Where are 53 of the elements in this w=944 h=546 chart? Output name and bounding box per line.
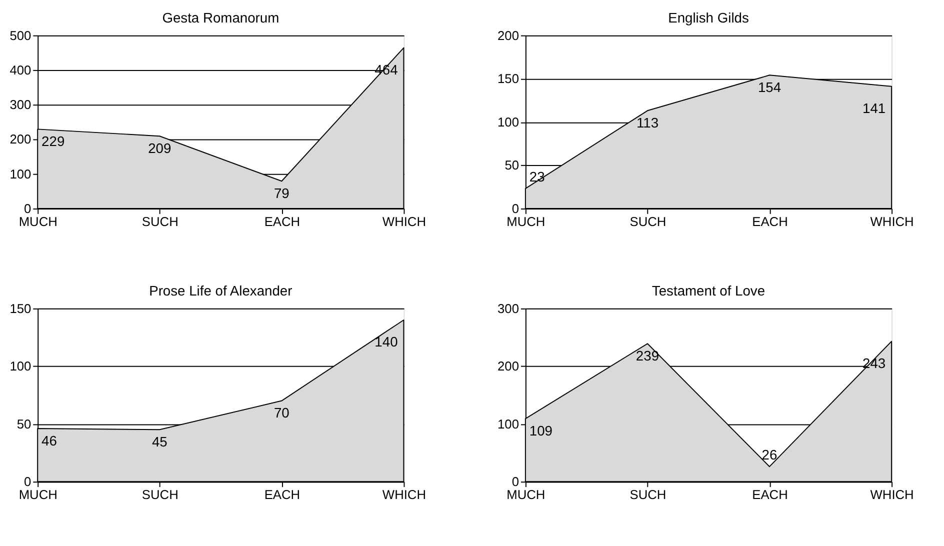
chart-title: Gesta Romanorum xyxy=(162,9,280,26)
y-tick-label: 200 xyxy=(498,358,519,374)
data-label: 113 xyxy=(636,114,659,130)
y-tick-label: 300 xyxy=(10,97,32,112)
x-tick-label: MUCH xyxy=(18,486,58,502)
data-label: 45 xyxy=(152,433,168,450)
data-label: 109 xyxy=(529,422,553,439)
x-tick-label: MUCH xyxy=(506,486,546,502)
data-label: 79 xyxy=(274,184,290,201)
data-label: 239 xyxy=(636,347,660,364)
x-tick-label: MUCH xyxy=(506,214,546,229)
chart-title: English Gilds xyxy=(668,9,749,26)
data-label: 70 xyxy=(274,404,290,421)
data-label: 141 xyxy=(862,100,886,116)
chart-title: Testament of Love xyxy=(652,282,766,299)
data-label: 209 xyxy=(148,140,172,156)
data-label: 26 xyxy=(762,446,778,463)
y-tick-label: 50 xyxy=(504,158,519,173)
y-tick-label: 300 xyxy=(498,300,519,316)
y-tick-label: 0 xyxy=(512,474,519,490)
y-tick-label: 200 xyxy=(10,132,32,147)
y-tick-label: 100 xyxy=(498,114,519,130)
x-tick-label: EACH xyxy=(752,214,788,229)
x-tick-label: EACH xyxy=(264,486,300,502)
x-tick-label: WHICH xyxy=(382,214,426,229)
x-tick-label: WHICH xyxy=(870,214,914,229)
y-tick-label: 50 xyxy=(16,416,32,432)
x-tick-label: EACH xyxy=(752,486,788,502)
y-tick-label: 150 xyxy=(498,71,519,86)
y-tick-label: 100 xyxy=(498,416,519,432)
y-tick-label: 0 xyxy=(24,200,32,216)
x-tick-label: WHICH xyxy=(870,486,914,502)
y-tick-label: 500 xyxy=(10,28,32,43)
y-tick-label: 200 xyxy=(498,28,519,43)
x-tick-label: SUCH xyxy=(142,486,178,502)
y-tick-label: 100 xyxy=(10,358,32,374)
x-tick-label: SUCH xyxy=(630,486,666,502)
x-tick-label: SUCH xyxy=(142,214,178,229)
data-label: 23 xyxy=(529,168,546,185)
data-label: 154 xyxy=(758,78,782,95)
x-tick-label: SUCH xyxy=(630,214,666,229)
data-label: 46 xyxy=(42,432,58,448)
x-tick-label: MUCH xyxy=(18,214,58,229)
y-tick-label: 0 xyxy=(512,200,519,216)
y-tick-label: 400 xyxy=(10,62,32,78)
y-tick-label: 0 xyxy=(24,474,32,490)
data-label: 229 xyxy=(42,133,65,150)
x-tick-label: WHICH xyxy=(382,486,426,502)
y-tick-label: 100 xyxy=(10,166,32,182)
data-label: 140 xyxy=(374,334,398,350)
x-tick-label: EACH xyxy=(264,214,300,229)
y-tick-label: 150 xyxy=(10,300,32,316)
chart-title: Prose Life of Alexander xyxy=(149,282,293,299)
